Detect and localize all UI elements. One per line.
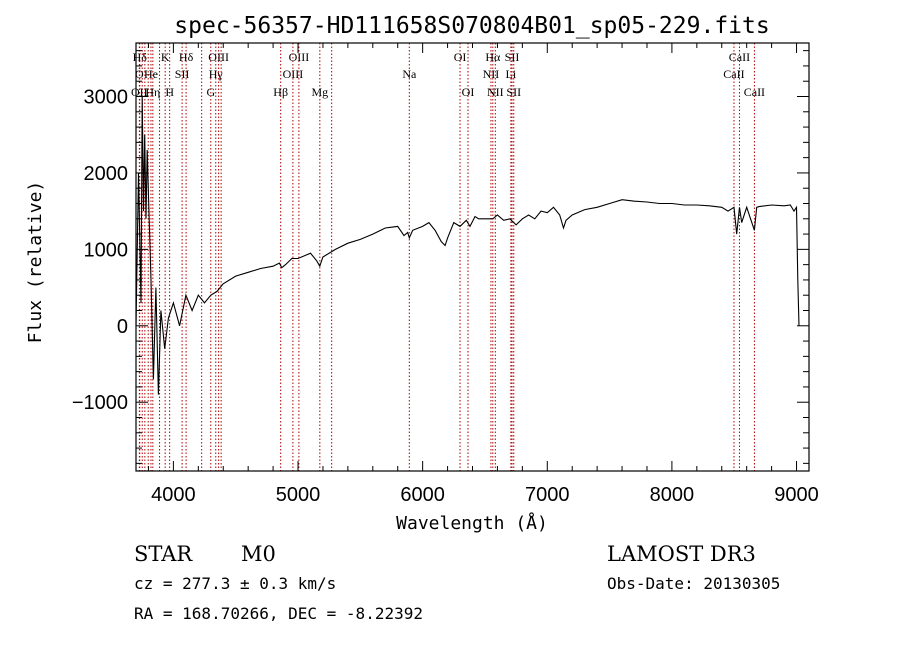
spectral-line-label: NII [487, 85, 504, 99]
spectral-line-label: Hη [145, 85, 160, 99]
y-tick-label: 1000 [84, 239, 129, 261]
spectral-line-label: G [206, 85, 215, 99]
survey-name: LAMOST DR3 [607, 542, 756, 566]
spectral-line-label: SII [175, 67, 190, 81]
y-tick-label: 3000 [84, 87, 129, 109]
spectral-line-label: OIII [289, 50, 310, 64]
y-axis-label: Flux (relative) [25, 181, 46, 344]
x-tick-label: 8000 [650, 484, 695, 506]
spectral-line-label: H [165, 85, 174, 99]
spectral-line-label: Hγ [209, 67, 224, 81]
spectrum-series-line [135, 96, 800, 395]
object-subclass: M0 [241, 542, 276, 566]
y-tick-label: −1000 [72, 392, 128, 414]
x-axis-ticks: 4000 5000 6000 7000 8000 9000 [147, 43, 819, 506]
y-axis-ticks: −1000 0 1000 2000 3000 [72, 50, 809, 464]
spectral-line-label: OII [131, 85, 148, 99]
spectral-line-label: OIII [208, 50, 229, 64]
y-tick-label: 2000 [84, 163, 129, 185]
x-axis-label: Wavelength (Å) [396, 512, 548, 534]
spectral-line-label: Hδ [133, 50, 148, 64]
spectral-line-label: O [135, 67, 144, 81]
x-tick-label: 7000 [525, 484, 570, 506]
spectral-line-label: SII [505, 50, 520, 64]
spectral-line-label: Hα [485, 50, 501, 64]
spectral-line-label: Hδ [179, 50, 194, 64]
plot-frame [135, 42, 810, 472]
spectral-line-label: CaII [729, 50, 750, 64]
object-class: STAR [134, 542, 193, 566]
y-tick-label: 0 [117, 316, 128, 338]
spectral-line-label: K [161, 50, 170, 64]
spectral-line-label: SII [506, 85, 521, 99]
spectral-line-label: He [144, 67, 158, 81]
obs-date: Obs-Date: 20130305 [607, 574, 780, 593]
spectral-line-label: OI [454, 50, 467, 64]
x-tick-label: 9000 [774, 484, 819, 506]
redshift-readout: cz = 277.3 ± 0.3 km/s [134, 574, 336, 593]
x-tick-label: 4000 [151, 484, 196, 506]
spectral-line-markers [138, 43, 755, 471]
spectral-line-label: NII [483, 67, 500, 81]
x-tick-label: 5000 [276, 484, 321, 506]
spectral-line-label: Mg [311, 85, 328, 99]
coordinates-readout: RA = 168.70266, DEC = -8.22392 [134, 604, 423, 623]
chart-title: spec-56357-HD111658S070804B01_sp05-229.f… [174, 13, 769, 39]
spectral-line-label: CaII [723, 67, 744, 81]
spectral-line-labels: Hδ K Hδ OIII OIII OI Hα SII CaII O He SII Hγ OIII Na NI… [131, 50, 765, 99]
x-tick-label: 6000 [400, 484, 445, 506]
spectral-line-label: CaII [744, 85, 765, 99]
spectral-line-label: OIII [283, 67, 304, 81]
spectral-line-label: Na [402, 67, 417, 81]
spectral-line-label: Hβ [273, 85, 288, 99]
spectral-line-label: Li [506, 67, 517, 81]
spectral-line-label: OI [462, 85, 475, 99]
